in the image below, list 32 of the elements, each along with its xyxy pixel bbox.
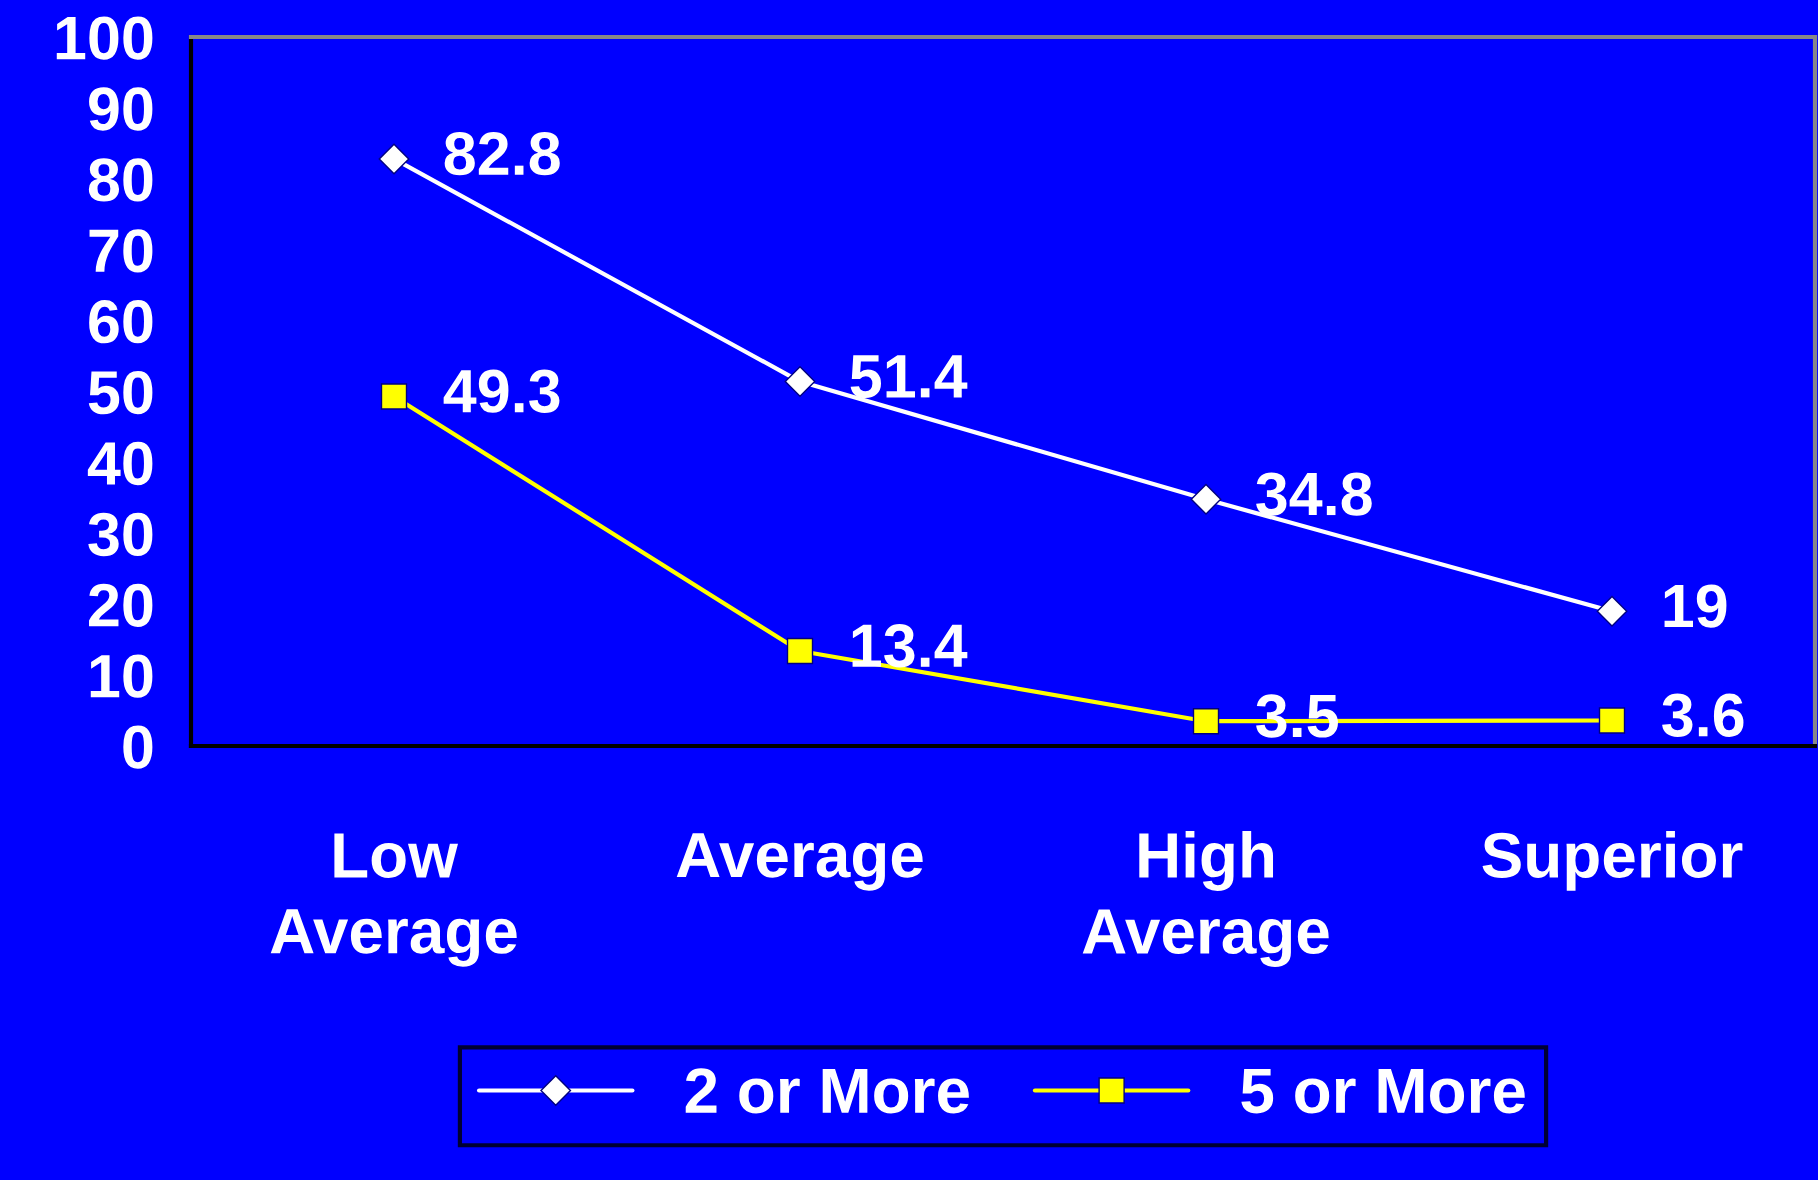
point <box>1192 707 1220 735</box>
y-tick-label: 40 <box>87 441 153 486</box>
point <box>378 143 410 175</box>
x-tick-label: High Average <box>1082 831 1329 967</box>
y-tick-label: 50 <box>88 370 153 415</box>
point <box>784 366 816 398</box>
y-tick-label: 100 <box>56 16 153 60</box>
y-tick-label: 0 <box>123 725 153 769</box>
point <box>380 383 408 410</box>
x-tick-label: Superior <box>1482 831 1743 891</box>
y-tick-label: 70 <box>89 229 153 273</box>
y-tick-label: 10 <box>90 654 153 698</box>
point <box>786 637 814 665</box>
data-label: 51.4 <box>850 355 968 398</box>
point <box>1190 483 1222 515</box>
data-label: 34.8 <box>1256 472 1372 516</box>
y-tick-label: 60 <box>89 300 153 344</box>
data-label: 3.6 <box>1662 693 1744 737</box>
point <box>1598 707 1626 734</box>
x-tick-label: Average <box>676 833 923 891</box>
data-label: 13.4 <box>852 624 968 668</box>
data-label: 49.3 <box>443 369 560 413</box>
point <box>1596 595 1628 627</box>
x-tick-label: Low Average <box>270 833 517 967</box>
y-tick-label: 30 <box>88 512 153 557</box>
y-tick-label: 90 <box>89 87 153 131</box>
legend-label: 2 or More <box>685 1068 969 1114</box>
legend-label: 5 or More <box>1241 1068 1525 1114</box>
data-label: 82.8 <box>444 132 560 176</box>
data-label: 19 <box>1664 584 1727 628</box>
y-tick-label: 80 <box>88 158 153 202</box>
y-tick-label: 20 <box>89 583 153 627</box>
